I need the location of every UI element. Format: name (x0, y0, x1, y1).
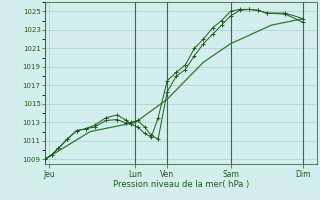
X-axis label: Pression niveau de la mer( hPa ): Pression niveau de la mer( hPa ) (113, 180, 249, 189)
